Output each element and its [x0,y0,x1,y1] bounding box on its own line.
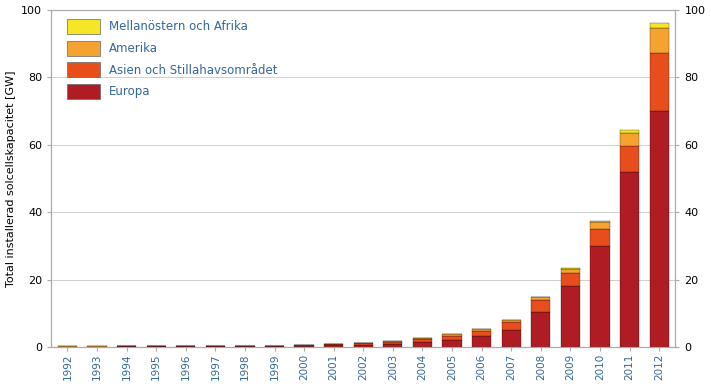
Bar [561,269,580,273]
Bar [442,340,461,347]
Bar [383,341,402,342]
Bar [472,336,491,347]
Bar [650,53,669,111]
Bar [561,268,580,269]
Bar [383,344,402,347]
Bar [531,296,550,297]
Bar [620,133,639,146]
Bar [442,334,461,336]
Bar [353,345,373,347]
Bar [235,346,255,347]
Bar [531,300,550,312]
Bar [294,345,314,346]
Bar [561,286,580,347]
Bar [650,111,669,347]
Bar [590,229,609,246]
Bar [531,312,550,347]
Bar [353,343,373,344]
Bar [650,23,669,28]
Bar [353,344,373,345]
Bar [590,246,609,347]
Bar [561,273,580,286]
Bar [501,330,521,347]
Bar [294,346,314,347]
Bar [413,338,432,339]
Bar [413,342,432,347]
Bar [383,342,402,344]
Bar [472,329,491,331]
Bar [413,339,432,342]
Bar [650,28,669,53]
Bar [620,146,639,171]
Bar [472,331,491,336]
Bar [324,345,343,347]
Y-axis label: Total installerad solcellskapacitet [GW]: Total installerad solcellskapacitet [GW] [6,70,16,286]
Bar [442,336,461,340]
Bar [620,130,639,133]
Bar [501,322,521,330]
Bar [324,344,343,345]
Bar [501,320,521,322]
Legend: Mellanöstern och Afrika, Amerika, Asien och Stillahavsområdet, Europa: Mellanöstern och Afrika, Amerika, Asien … [63,15,282,103]
Bar [620,171,639,347]
Bar [590,221,609,222]
Bar [590,222,609,229]
Bar [531,297,550,300]
Bar [265,346,284,347]
